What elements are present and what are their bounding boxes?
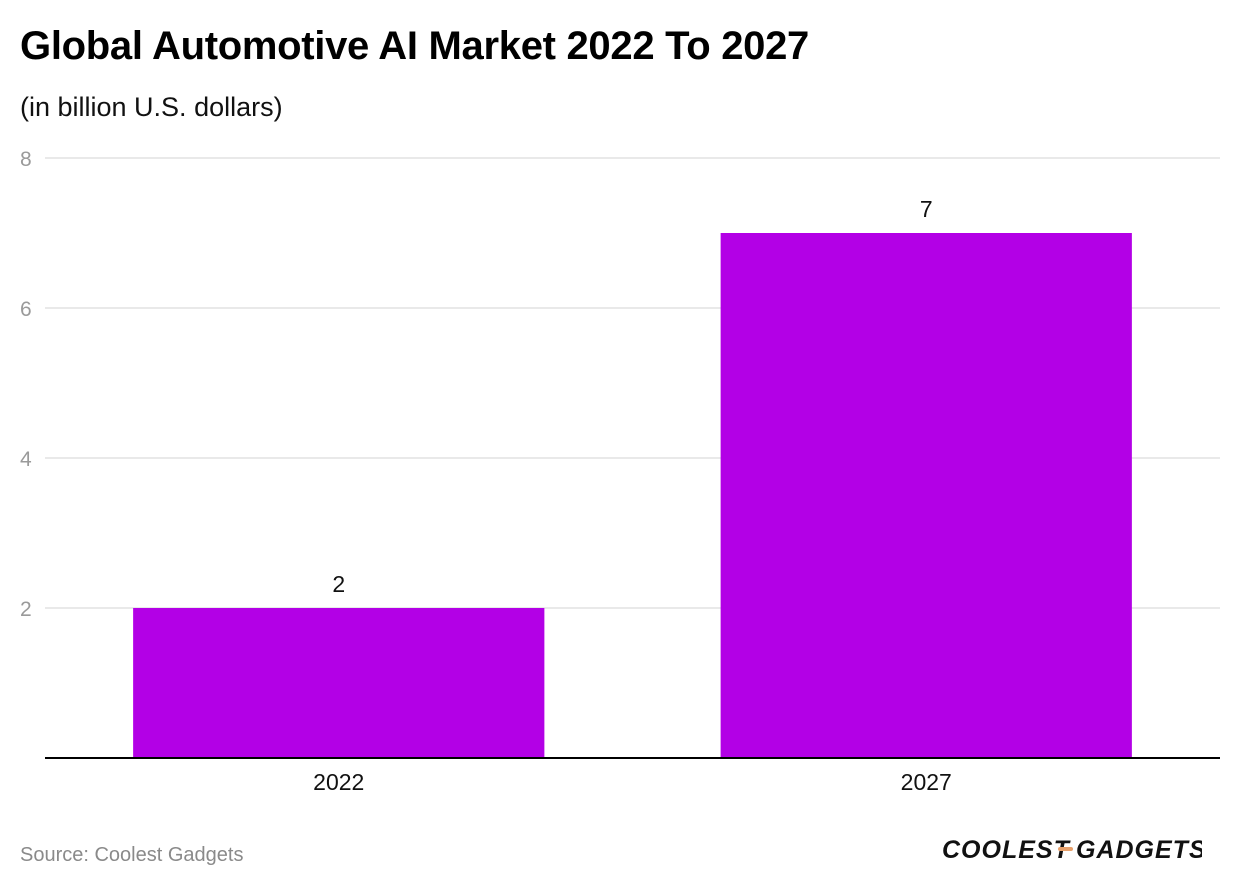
y-tick-label: 6 [20,298,32,321]
bar-2027 [720,233,1132,758]
x-tick-label-2022: 2022 [313,769,364,795]
chart-subtitle: (in billion U.S. dollars) [20,92,283,122]
x-tick-label-2027: 2027 [901,769,952,795]
y-tick-label: 8 [20,148,32,171]
bars [133,233,1132,758]
bar-2022 [133,608,545,758]
source-note: Source: Coolest Gadgets [20,844,244,866]
logo-text-gadgets: GADGETS [1076,836,1202,864]
y-tick-label: 2 [20,598,32,621]
labels: 2 4 6 8 2 2022 7 2027 [20,148,952,795]
coolest-gadgets-logo: COOLEST GADGETS [942,836,1202,864]
logo-dash [1058,847,1073,851]
logo-text-coolest: COOLEST [942,836,1072,864]
data-label-2027: 7 [920,196,933,222]
y-tick-label: 4 [20,448,32,471]
chart-title: Global Automotive AI Market 2022 To 2027 [20,24,809,68]
data-label-2022: 2 [332,571,345,597]
